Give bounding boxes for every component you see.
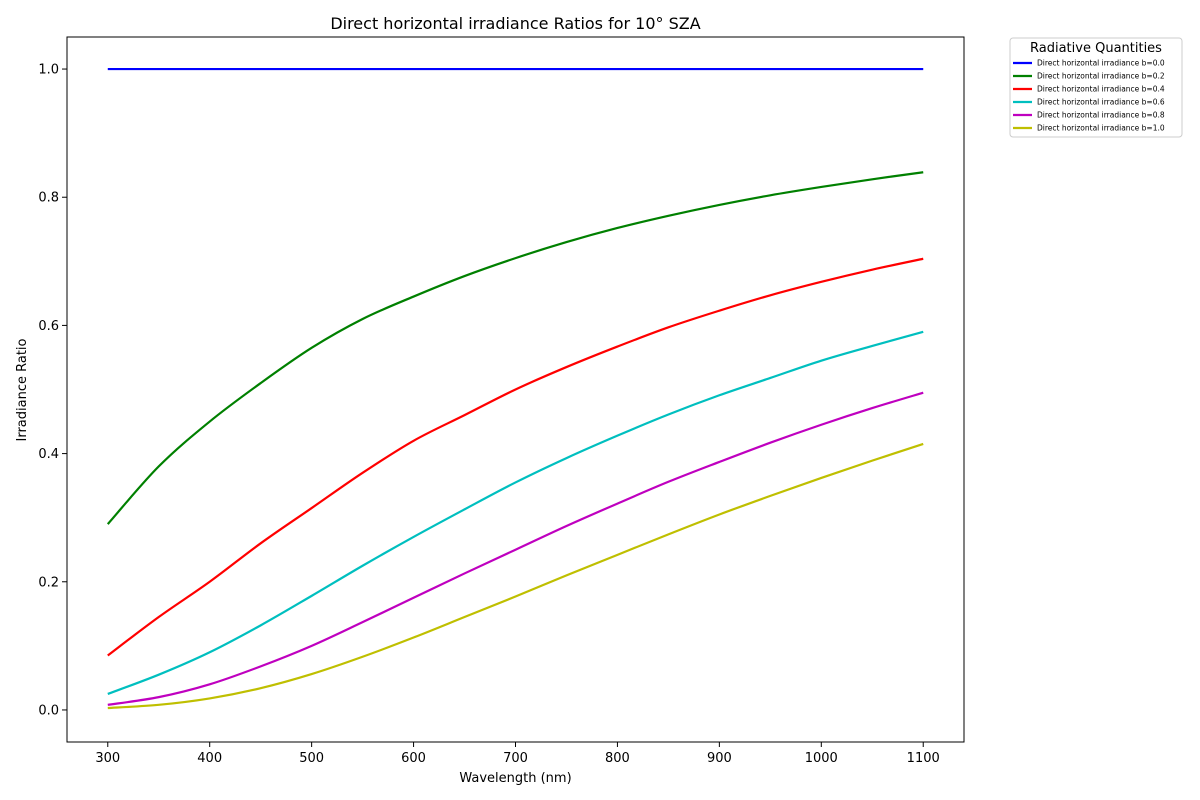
x-axis-label: Wavelength (nm) xyxy=(459,771,571,786)
legend-label: Direct horizontal irradiance b=0.0 xyxy=(1037,59,1165,68)
x-axis: 300 400 500 600 700 800 900 1000 1100 xyxy=(95,742,940,766)
series-line-4 xyxy=(107,391,924,706)
x-tick-label: 600 xyxy=(401,751,426,766)
y-axis: 0.0 0.2 0.4 0.6 0.8 1.0 xyxy=(38,63,67,718)
legend-label: Direct horizontal irradiance b=0.4 xyxy=(1037,85,1165,94)
y-tick-label: 0.4 xyxy=(38,447,59,462)
legend-label: Direct horizontal irradiance b=0.6 xyxy=(1037,98,1165,107)
legend-frame xyxy=(1009,37,1183,138)
series-line-1 xyxy=(106,171,924,525)
legend-title: Radiative Quantities xyxy=(1030,41,1162,56)
y-tick-label: 1.0 xyxy=(38,63,59,78)
x-tick-label: 1000 xyxy=(805,751,838,766)
legend: Radiative Quantities Direct horizontal i… xyxy=(1009,37,1183,138)
series-line-5 xyxy=(107,442,924,710)
y-tick-label: 0.6 xyxy=(38,319,59,334)
legend-label: Direct horizontal irradiance b=1.0 xyxy=(1037,124,1165,133)
plot-area xyxy=(106,67,924,710)
chart-title: Direct horizontal irradiance Ratios for … xyxy=(330,14,700,33)
x-tick-label: 800 xyxy=(605,751,630,766)
y-axis-label: Irradiance Ratio xyxy=(15,338,30,441)
x-tick-label: 500 xyxy=(299,751,324,766)
legend-label: Direct horizontal irradiance b=0.8 xyxy=(1037,111,1165,120)
series-line-3 xyxy=(107,330,924,695)
x-tick-label: 300 xyxy=(95,751,120,766)
x-tick-label: 700 xyxy=(503,751,528,766)
legend-label: Direct horizontal irradiance b=0.2 xyxy=(1037,72,1165,81)
x-tick-label: 900 xyxy=(707,751,732,766)
y-tick-label: 0.2 xyxy=(38,575,59,590)
y-tick-label: 0.8 xyxy=(38,191,59,206)
y-tick-label: 0.0 xyxy=(38,703,59,718)
x-tick-label: 1100 xyxy=(907,751,940,766)
x-tick-label: 400 xyxy=(197,751,222,766)
series-line-2 xyxy=(107,257,924,657)
legend-items: Direct horizontal irradiance b=0.0 Direct… xyxy=(1013,59,1165,133)
